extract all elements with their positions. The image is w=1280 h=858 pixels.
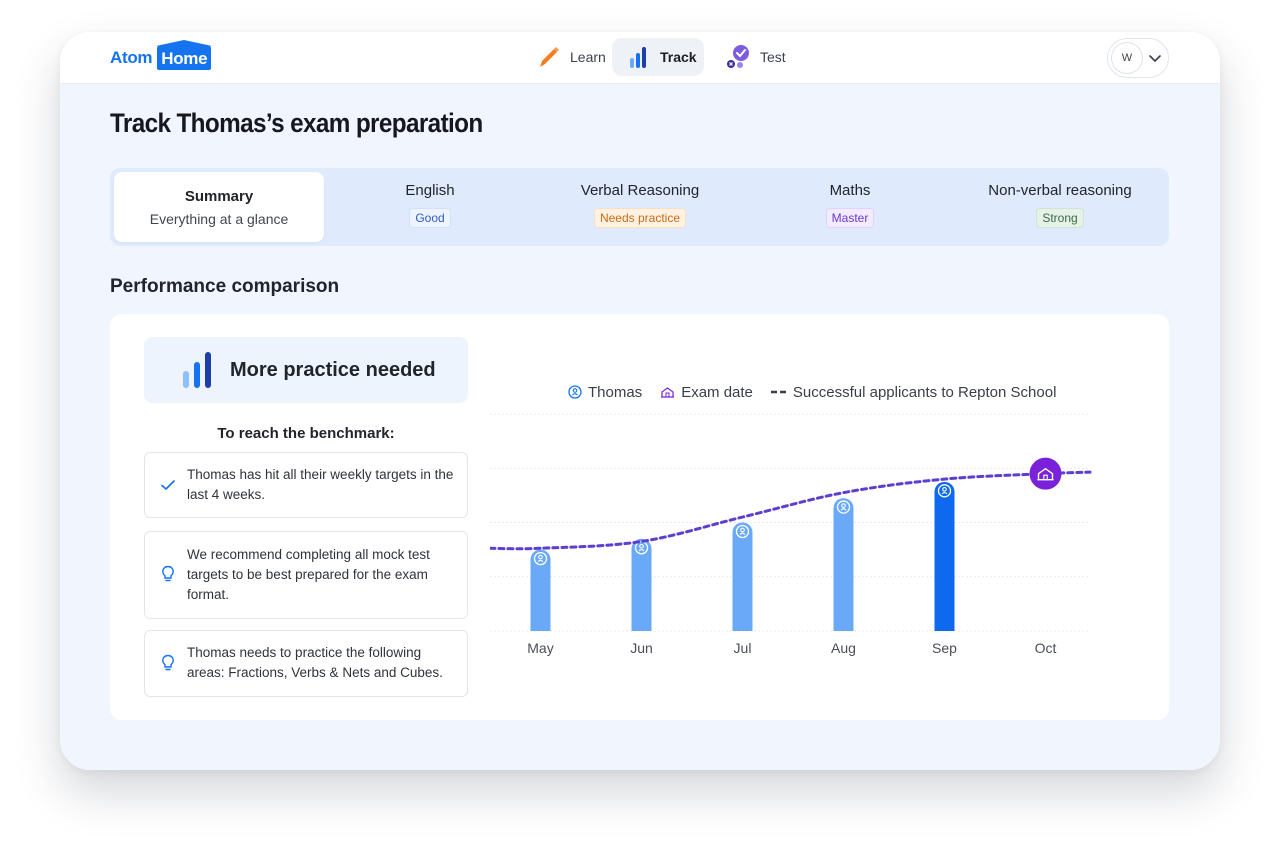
tab-english-title: English [405,182,455,199]
tab-summary-subtitle: Everything at a glance [149,211,289,227]
chart-bar-base [934,621,955,631]
nav-learn[interactable]: Learn [522,38,612,76]
bar-chart-icon [630,47,646,68]
x-axis-label: Aug [831,640,856,656]
section-title: Performance comparison [110,276,340,297]
lightbulb-icon [162,654,174,671]
performance-chart: Thomas Exam date Successful applicants t… [490,374,1140,674]
chart-bar-base [732,621,753,631]
x-axis-label: Oct [1035,640,1057,656]
chart-bar[interactable] [833,498,854,631]
tab-summary[interactable]: Summary Everything at a glance [114,172,324,242]
legend-applicants-label: Successful applicants to Repton School [792,383,1057,401]
person-pin-icon [568,385,582,399]
list-item: Thomas needs to practice the following a… [144,630,468,697]
chart-bar[interactable] [530,549,551,631]
exam-date-marker[interactable] [1029,457,1062,490]
bar-chart-icon [183,352,211,388]
performance-card: More practice needed To reach the benchm… [110,314,1169,720]
status-badge: Good [409,208,451,228]
benchmark-heading: To reach the benchmark: [217,425,395,442]
logo-text-home: Home [157,46,212,70]
chart-bar[interactable] [631,538,652,631]
legend-applicants: Successful applicants to Repton School [770,383,1057,401]
legend-exam-date-label: Exam date [681,383,753,401]
school-icon [661,387,675,398]
x-axis-label: May [527,640,553,656]
logo-text-atom: Atom [110,48,153,67]
status-text: More practice needed [230,358,436,381]
tab-english[interactable]: English Good [330,168,530,246]
list-item: Thomas has hit all their weekly targets … [144,452,468,518]
person-pin-icon [836,500,851,514]
dashed-line-icon [770,390,786,394]
tab-maths[interactable]: Maths Master [750,168,950,246]
chart-bar-base [631,621,652,631]
x-axis-label: Sep [932,640,957,656]
nav-track-label: Track [660,49,697,65]
lightbulb-icon [162,565,174,582]
tab-verbal-reasoning[interactable]: Verbal Reasoning Needs practice [540,168,740,246]
tab-non-verbal-reasoning[interactable]: Non-verbal reasoning Strong [960,168,1160,246]
user-menu[interactable]: W [1107,38,1169,78]
check-icon [161,480,175,490]
legend-exam-date: Exam date [660,384,753,401]
chart-plot: May Jun Jul Aug Sep Oct [490,413,1092,656]
legend-thomas: Thomas [568,384,642,401]
chart-bar-base [833,621,854,631]
nav-learn-label: Learn [570,49,606,65]
nav-test[interactable]: Test [712,38,788,76]
test-check-icon [727,45,749,68]
nav-test-label: Test [760,49,786,65]
tab-summary-title: Summary [184,188,254,205]
top-navigation-bar: Atom Home Learn Track [60,32,1220,84]
nav-track[interactable]: Track [612,38,704,76]
person-pin-icon [937,484,952,498]
atom-home-logo[interactable]: Atom Home [110,45,212,71]
status-badge: Needs practice [593,208,687,228]
x-axis-label: Jun [630,640,653,656]
status-summary: More practice needed [144,337,468,403]
chart-bar[interactable] [732,522,753,632]
page-title: Track Thomas’s exam preparation [110,108,483,138]
chart-bar-base [530,621,551,631]
status-badge: Master [825,208,875,228]
chevron-down-icon[interactable] [1148,51,1162,65]
status-badge: Strong [1036,208,1084,228]
tip-text: Thomas needs to practice the following a… [187,645,443,680]
pencil-icon [540,47,559,67]
list-item: We recommend completing all mock test ta… [144,531,468,619]
subject-tabs: Summary Everything at a glance English G… [110,168,1169,246]
tab-verbal-title: Verbal Reasoning [580,182,700,199]
benchmark-line [490,470,1092,551]
person-pin-icon [533,551,548,566]
chart-legend: Thomas Exam date Successful applicants t… [568,382,1074,402]
tip-text: Thomas has hit all their weekly targets … [187,467,454,502]
chart-bar[interactable] [934,481,955,631]
person-pin-icon [735,524,750,539]
x-axis-label: Jul [734,640,752,656]
avatar[interactable]: W [1111,42,1143,74]
tab-maths-title: Maths [829,182,871,199]
tab-nonverbal-title: Non-verbal reasoning [988,182,1132,199]
legend-thomas-label: Thomas [588,383,643,401]
app-window: Atom Home Learn Track [60,32,1220,770]
tip-text: We recommend completing all mock test ta… [187,547,430,602]
